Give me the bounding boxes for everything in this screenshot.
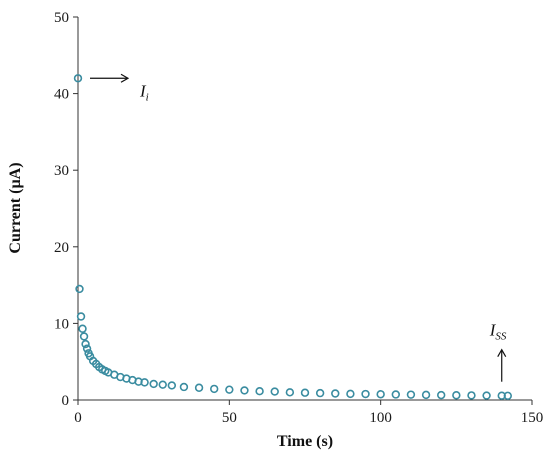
annotation-ss: ISS — [489, 321, 507, 382]
data-point — [391, 390, 400, 399]
x-tick-label: 0 — [74, 410, 82, 426]
y-tick-label: 0 — [62, 393, 70, 409]
data-point — [315, 388, 325, 398]
x-tick-label: 150 — [521, 410, 544, 426]
annotations: Ii ISS — [90, 73, 507, 382]
data-point — [240, 386, 249, 395]
data-point — [225, 385, 234, 394]
y-ticks: 0 10 20 30 40 50 — [54, 10, 78, 409]
data-point — [406, 390, 416, 399]
data-point — [78, 324, 87, 333]
x-ticks: 0 50 100 150 — [74, 400, 543, 426]
data-point — [255, 386, 264, 396]
annotation-label: Ii — [139, 81, 149, 103]
data-point — [210, 384, 219, 394]
data-point — [421, 390, 431, 400]
data-point — [140, 378, 149, 387]
data-point — [82, 344, 92, 353]
y-tick-label: 10 — [54, 316, 69, 332]
data-point — [270, 387, 279, 396]
data-point — [194, 383, 204, 392]
y-tick-label: 30 — [54, 163, 69, 179]
data-point — [73, 74, 83, 83]
data-points — [73, 74, 512, 400]
data-point — [79, 332, 89, 341]
data-point — [300, 388, 310, 397]
data-point — [467, 391, 476, 400]
data-point — [158, 380, 167, 389]
annotation-i: Ii — [90, 77, 149, 103]
data-point — [437, 390, 446, 400]
x-tick-label: 100 — [369, 410, 392, 426]
y-tick-label: 50 — [54, 10, 69, 26]
data-point — [179, 382, 189, 392]
data-point — [482, 391, 491, 400]
data-point — [452, 391, 461, 400]
annotation-label: ISS — [489, 321, 507, 343]
data-point — [331, 389, 340, 398]
data-point — [503, 391, 512, 400]
data-point — [346, 389, 355, 399]
data-point — [376, 390, 385, 399]
data-point — [285, 388, 295, 397]
data-point — [167, 381, 177, 390]
data-point — [81, 339, 90, 349]
data-point — [361, 389, 370, 399]
y-axis-title: Current (µA) — [7, 162, 24, 253]
data-point — [75, 284, 84, 294]
data-point — [76, 312, 86, 321]
data-point — [149, 379, 158, 389]
plot-frame — [77, 17, 532, 401]
x-axis-title: Time (s) — [277, 433, 333, 450]
x-tick-label: 50 — [222, 410, 237, 426]
y-tick-label: 20 — [54, 240, 69, 256]
y-tick-label: 40 — [54, 87, 69, 103]
